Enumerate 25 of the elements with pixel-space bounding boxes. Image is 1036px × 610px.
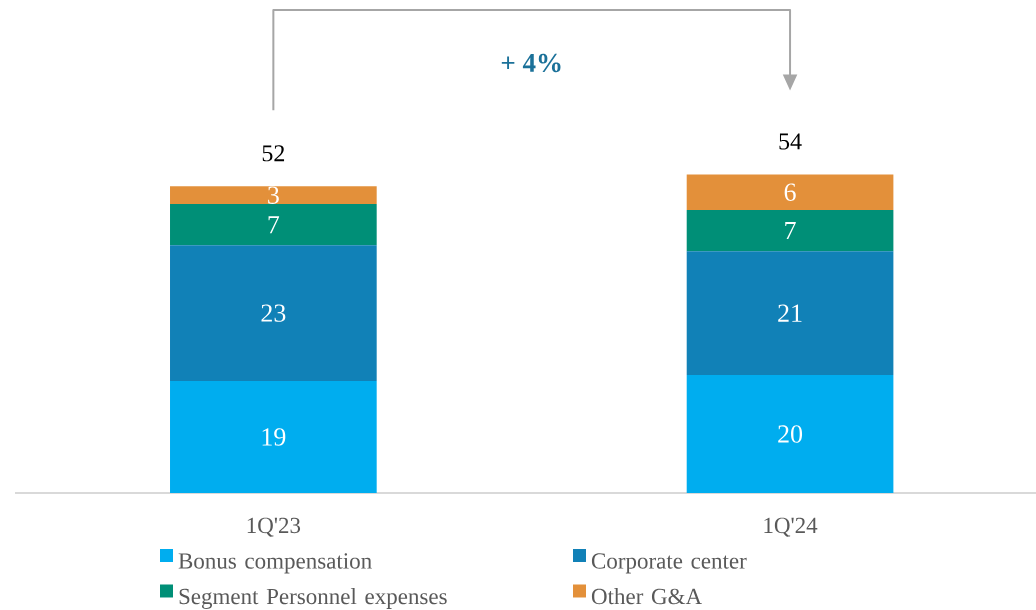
bar: [170, 245, 377, 381]
legend-label: Corporate center: [591, 553, 747, 574]
legend-label: Segment Personnel expenses: [179, 588, 447, 609]
data-label: 3: [268, 186, 279, 204]
bar: [170, 204, 377, 246]
x-tick-label: 1Q'24: [764, 517, 818, 537]
bar: [170, 186, 377, 205]
data-label: 21: [778, 304, 802, 322]
data-label: 7: [785, 222, 796, 240]
bar: [686, 174, 894, 210]
data-label: 23: [261, 304, 286, 322]
data-label: 20: [778, 425, 803, 443]
bar: [686, 375, 894, 493]
bar: [170, 380, 377, 493]
x-tick-label: 1Q'23: [247, 517, 301, 537]
text: + 4%: [501, 53, 561, 73]
data-label: 7: [268, 216, 280, 234]
legend-label: Other G&A: [591, 588, 702, 605]
data-label: 6: [784, 183, 796, 201]
bar: [686, 209, 894, 252]
data-label: 19: [262, 428, 286, 446]
total-label: 52: [262, 145, 285, 162]
total-label: 54: [779, 133, 802, 150]
bar: [686, 251, 894, 376]
legend-label: Bonus compensation: [178, 553, 372, 574]
